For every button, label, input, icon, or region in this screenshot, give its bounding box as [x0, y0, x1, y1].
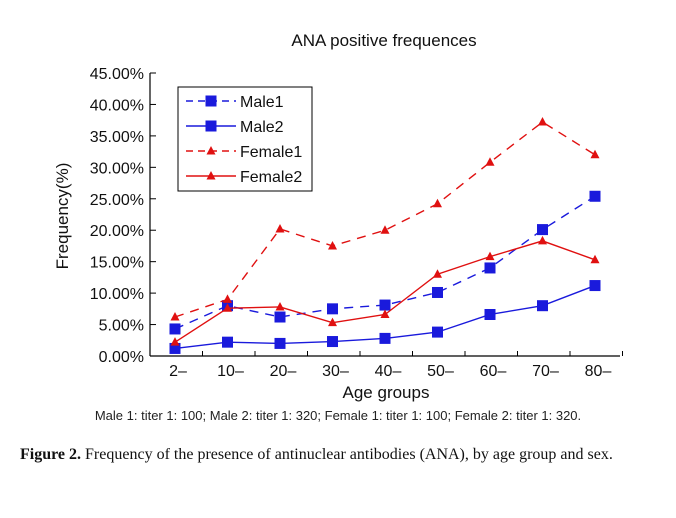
- y-tick-label: 20.00%: [90, 223, 144, 240]
- series-line-female2: [174, 240, 596, 343]
- data-point-male2: [222, 336, 233, 348]
- y-tick-label: 45.00%: [90, 66, 144, 83]
- data-point-female1: [275, 223, 285, 233]
- y-tick-label: 5.00%: [99, 318, 144, 335]
- data-point-female1: [223, 294, 232, 303]
- data-point-female2: [170, 337, 180, 346]
- data-point-male2: [432, 326, 443, 338]
- data-point-female2: [380, 309, 390, 318]
- data-point-female1: [380, 225, 390, 234]
- x-tick-label: 30–: [322, 363, 349, 380]
- data-point-male1: [327, 303, 338, 315]
- y-tick-label: 30.00%: [90, 160, 144, 177]
- legend-marker-female1: [206, 146, 216, 155]
- data-point-female1: [433, 198, 442, 208]
- y-tick-label: 0.00%: [99, 349, 144, 366]
- x-tick-label: 2–: [169, 363, 187, 380]
- data-point-male2: [327, 336, 338, 348]
- data-point-male2: [379, 332, 391, 344]
- y-tick-label: 40.00%: [90, 97, 144, 114]
- legend-label-male1: Male1: [240, 94, 284, 111]
- y-tick-label: 15.00%: [90, 255, 144, 272]
- x-tick-label: 40–: [375, 363, 402, 380]
- data-point-female2: [223, 303, 232, 312]
- x-tick-label: 80–: [585, 363, 612, 380]
- data-point-male2: [484, 308, 496, 320]
- data-point-male1: [169, 323, 181, 335]
- plot-area: 0.00% 5.00% 10.00% 15.00% 20.00% 25.00% 30.00%…: [90, 66, 623, 380]
- data-point-male2: [589, 280, 601, 292]
- legend-marker-male1: [205, 95, 217, 107]
- x-tick-label: 60–: [480, 363, 507, 380]
- chart: ANA positive frequences 0.00% 5.00% 10.00%…: [53, 31, 623, 402]
- data-point-female2: [485, 251, 495, 261]
- data-point-male2: [274, 337, 286, 349]
- data-point-male1: [537, 224, 548, 236]
- legend-label-female1: Female1: [240, 144, 302, 161]
- data-point-female2: [433, 269, 442, 278]
- data-point-female2: [590, 254, 600, 264]
- legend-label-male2: Male2: [240, 119, 284, 136]
- data-point-female2: [275, 301, 285, 311]
- chart-title: ANA positive frequences: [291, 31, 476, 50]
- data-point-female2: [328, 317, 337, 327]
- y-tick-label: 25.00%: [90, 192, 144, 209]
- data-point-male2: [169, 342, 181, 354]
- data-point-male1: [379, 299, 391, 311]
- legend-marker-male2: [205, 120, 217, 132]
- caption-text: Frequency of the presence of antinuclear…: [85, 446, 613, 463]
- caption-label: Figure 2.: [20, 446, 82, 463]
- data-point-female1: [485, 157, 495, 166]
- y-tick-label: 35.00%: [90, 129, 144, 146]
- data-point-female2: [538, 235, 547, 245]
- data-point-male1: [589, 190, 601, 202]
- data-point-female1: [170, 312, 180, 321]
- x-tick-label: 70–: [532, 363, 559, 380]
- series-line-female1: [174, 121, 596, 318]
- legend-label-female2: Female2: [240, 169, 302, 186]
- data-point-female1: [328, 240, 337, 250]
- series-note: Male 1: titer 1: 100; Male 2: titer 1: 3…: [94, 408, 582, 423]
- data-point-female1: [538, 117, 547, 126]
- x-tick-label: 10–: [217, 363, 244, 380]
- data-point-male1: [484, 262, 496, 274]
- data-point-male1: [432, 286, 443, 298]
- x-tick-label: 50–: [427, 363, 454, 380]
- y-axis-label: Frequency(%): [53, 163, 72, 270]
- data-point-female1: [590, 149, 600, 159]
- figure-caption: Figure 2. Frequency of the presence of a…: [20, 444, 660, 465]
- x-tick-label: 20–: [270, 363, 297, 380]
- legend-box: [177, 86, 313, 192]
- data-point-male2: [537, 300, 548, 312]
- x-axis-label: Age groups: [343, 383, 430, 402]
- y-tick-label: 10.00%: [90, 286, 144, 303]
- legend-marker-female2: [206, 171, 216, 180]
- data-point-male1: [274, 311, 286, 323]
